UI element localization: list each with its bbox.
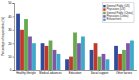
bar <box>98 57 102 70</box>
x-tick-label: Social support <box>91 71 109 75</box>
y-tick-label: 50 <box>8 1 12 5</box>
y-tick: 30 <box>8 28 14 32</box>
y-tick-mark <box>13 3 15 4</box>
legend-entry: Researchers <box>103 17 122 21</box>
x-tick: Healthy lifestyle <box>16 70 36 75</box>
legend-label: Physicians (US) <box>107 7 126 11</box>
bar <box>106 59 110 70</box>
y-axis: 0 10 20 30 40 50 <box>8 1 14 72</box>
x-tick: Social support <box>91 70 109 75</box>
y-tick: 0 <box>10 68 14 72</box>
legend: General Public (US)Physicians (US)Genera… <box>102 3 134 23</box>
y-tick-mark <box>13 43 15 44</box>
bar <box>20 30 24 70</box>
bar <box>57 54 61 70</box>
x-tick-label: Education <box>69 71 82 75</box>
bar <box>81 37 85 71</box>
y-tick-mark <box>13 30 15 31</box>
legend-label: Researchers <box>107 17 122 21</box>
bar-series <box>24 19 126 70</box>
bar <box>122 50 126 70</box>
bar <box>130 41 134 70</box>
bar <box>90 50 94 70</box>
y-tick-mark <box>13 57 15 58</box>
y-tick-label: 0 <box>10 68 12 72</box>
y-tick-label: 40 <box>8 15 12 19</box>
x-tick: Education <box>69 70 82 75</box>
legend-entry: General Public (China) <box>103 11 133 15</box>
x-tick: Other factors <box>116 70 133 75</box>
y-tick: 20 <box>8 42 14 46</box>
bar <box>69 57 73 70</box>
bar <box>126 43 130 70</box>
y-tick-label: 20 <box>8 42 12 46</box>
legend-label: General Public (China) <box>107 11 133 15</box>
legend-label: Physicians (China) <box>107 14 129 18</box>
bar <box>118 54 122 70</box>
y-tick: 40 <box>8 15 14 19</box>
y-tick: 50 <box>8 1 14 5</box>
x-axis: Healthy lifestyleMedical advances Educati… <box>15 70 137 75</box>
bar <box>102 54 106 70</box>
y-axis-line <box>13 4 15 71</box>
bar <box>73 32 77 70</box>
legend-entry: General Public (US) <box>103 4 130 8</box>
x-tick-label: Other factors <box>116 71 133 75</box>
bar-series <box>28 37 130 71</box>
bar <box>94 43 98 70</box>
x-tick-label: Healthy lifestyle <box>16 71 36 75</box>
legend-swatch <box>103 8 105 10</box>
x-tick: Medical advances <box>39 70 62 75</box>
chart: 0 10 20 30 40 50 Healthy lifestyleMedical adva… <box>0 0 139 80</box>
y-axis-title: Percentage of respondents (%) <box>1 17 5 56</box>
plot: 0 10 20 30 40 50 Healthy lifestyleMedical adva… <box>8 1 136 75</box>
legend-label: General Public (US) <box>107 4 130 8</box>
bar-series <box>32 37 134 71</box>
bar <box>114 46 118 70</box>
y-tick-mark <box>13 70 15 71</box>
legend-box <box>102 3 134 23</box>
bar <box>28 37 32 71</box>
legend-swatch <box>103 5 105 7</box>
legend-entry: Physicians (China) <box>103 14 128 18</box>
bar <box>41 43 45 70</box>
legend-swatch <box>103 19 105 21</box>
bar <box>16 14 20 70</box>
y-tick-mark <box>13 16 15 17</box>
bar <box>45 46 49 70</box>
y-tick-label: 30 <box>8 28 12 32</box>
y-tick: 10 <box>8 55 14 59</box>
legend-entry: Physicians (US) <box>103 7 125 11</box>
bar-series <box>20 30 122 70</box>
bar <box>65 59 69 70</box>
bar <box>53 50 57 70</box>
bar <box>77 43 81 70</box>
bar <box>32 43 36 70</box>
legend-swatch <box>103 12 105 14</box>
x-tick-label: Medical advances <box>39 71 62 75</box>
bar <box>49 41 53 70</box>
bar <box>24 19 28 70</box>
y-tick-label: 10 <box>8 55 12 59</box>
legend-swatch <box>103 15 105 17</box>
